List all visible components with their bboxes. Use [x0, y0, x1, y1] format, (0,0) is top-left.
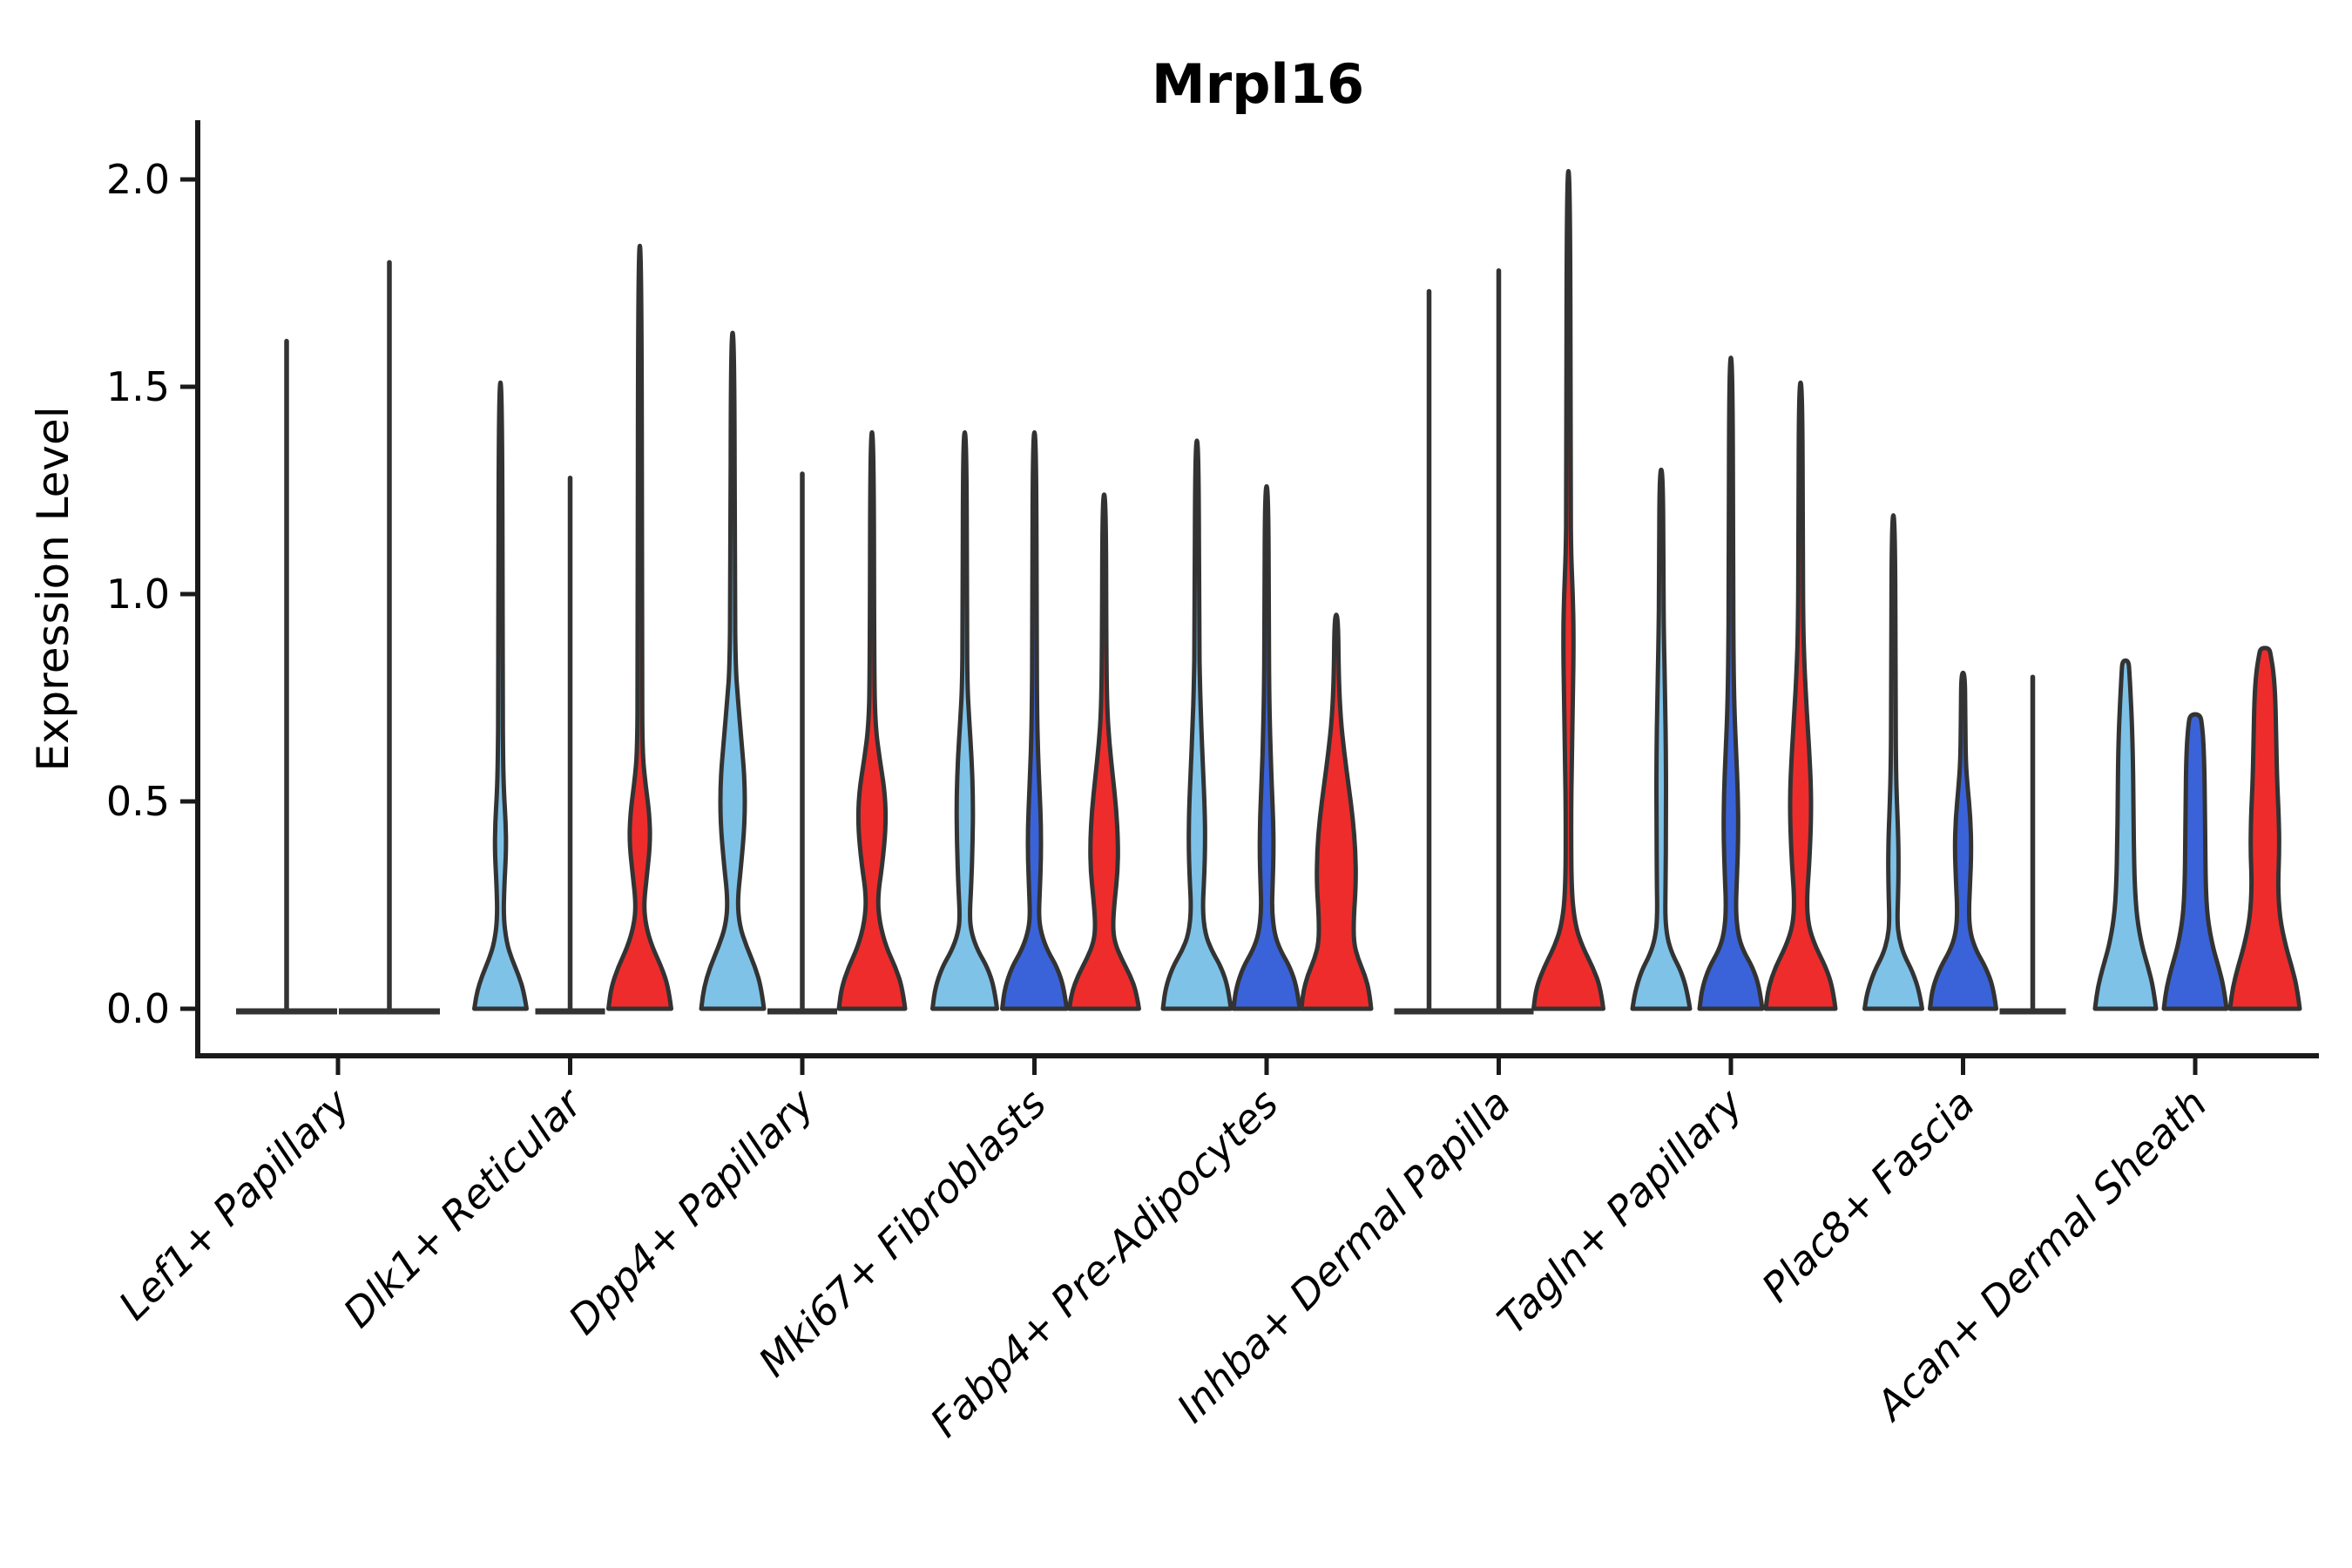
violin-dpp4-s1: [699, 330, 767, 1011]
violin-plac8-s1: [1862, 513, 1924, 1011]
x-tick-label: Plac8+ Fascia: [1753, 1080, 1984, 1311]
violin-dlk1-s3: [606, 243, 673, 1011]
y-tick-label: 1.5: [106, 363, 170, 410]
y-tick-label: 0.0: [106, 985, 170, 1032]
violin-fabp4-s2: [1231, 483, 1302, 1011]
violins-layer: [236, 169, 2302, 1015]
violin-dpp4-s3: [836, 429, 908, 1011]
x-tick-label: Dlk1+ Reticular: [335, 1078, 593, 1336]
violin-tagln-s1: [1630, 467, 1693, 1011]
violin-tagln-s3: [1763, 380, 1838, 1011]
axes: 0.0 0.5 1.0 1.5 2.0: [106, 120, 2319, 1058]
violin-fabp4-s3: [1299, 612, 1374, 1011]
y-tick-label: 1.0: [106, 571, 170, 618]
violin-fabp4-s1: [1160, 438, 1233, 1011]
chart-title: Mrpl16: [1152, 52, 1364, 116]
y-tick-label: 0.5: [106, 778, 170, 825]
violin-plac8-s2: [1928, 670, 1998, 1011]
x-tick-label: Tagln+ Papillary: [1488, 1079, 1752, 1343]
x-tick-label: Dpp4+ Papillary: [559, 1079, 823, 1343]
violin-mki67-s2: [1000, 429, 1069, 1011]
y-axis-label: Expression Level: [28, 406, 78, 771]
violin-acan-s2: [2161, 712, 2229, 1011]
violin-acan-s1: [2092, 658, 2159, 1011]
y-tick-label: 2.0: [106, 156, 170, 203]
violin-mki67-s3: [1067, 492, 1141, 1011]
violin-mki67-s1: [930, 429, 999, 1011]
violin-tagln-s2: [1697, 355, 1765, 1011]
violin-acan-s3: [2227, 645, 2302, 1011]
violin-dlk1-s1: [472, 380, 529, 1011]
x-tick-label: Lef1+ Papillary: [110, 1079, 359, 1328]
violin-inhba-s3: [1531, 169, 1605, 1011]
